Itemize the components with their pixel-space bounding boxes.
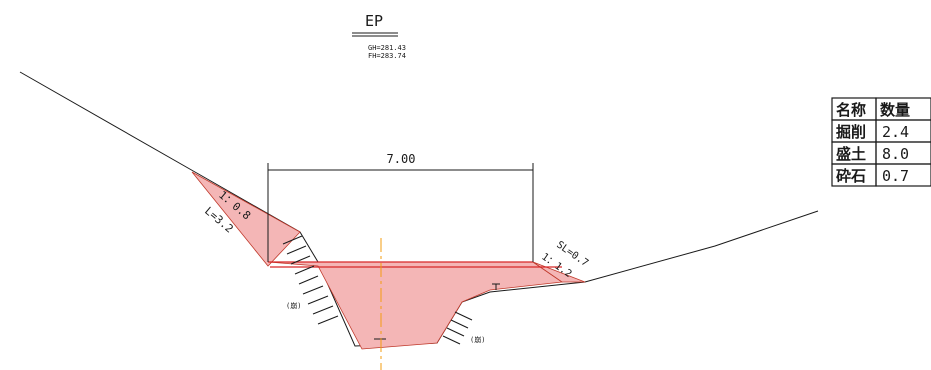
left-collapse-note: (崩) bbox=[286, 301, 301, 310]
fh-label: FH=283.74 bbox=[368, 52, 406, 60]
gh-label: GH=281.43 bbox=[368, 44, 406, 52]
left-fill-region bbox=[191, 171, 301, 267]
table-row-value: 0.7 bbox=[882, 167, 909, 185]
table-cell bbox=[875, 163, 931, 187]
table-row-name: 盛土 bbox=[836, 145, 866, 163]
left-cut-hatch bbox=[282, 235, 339, 325]
width-dimension: 7.00 bbox=[387, 152, 416, 166]
table-header-name: 名称 bbox=[836, 101, 866, 119]
table-row-name: 掘削 bbox=[836, 123, 866, 141]
right-collapse-note: (崩) bbox=[470, 335, 485, 344]
table-row-name: 砕石 bbox=[836, 167, 866, 185]
main-fill-region bbox=[267, 261, 564, 350]
table-row-value: 2.4 bbox=[882, 123, 909, 141]
table-row-value: 8.0 bbox=[882, 145, 909, 163]
table-header-value: 数量 bbox=[880, 101, 910, 119]
ep-title: EP bbox=[365, 12, 383, 30]
right-cut-hatch bbox=[442, 311, 473, 345]
quantity-table: 名称 数量 掘削 2.4 盛土 8.0 砕石 0.7 bbox=[831, 97, 931, 187]
